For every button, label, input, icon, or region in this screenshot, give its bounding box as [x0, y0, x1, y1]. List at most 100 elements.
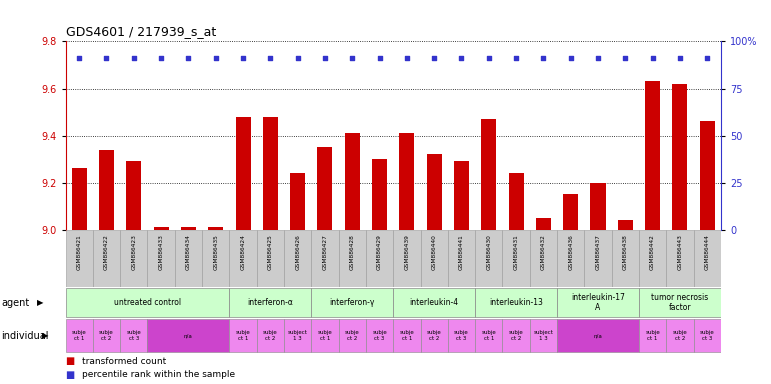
Text: GSM886439: GSM886439 — [404, 234, 409, 270]
Text: tumor necrosis
factor: tumor necrosis factor — [651, 293, 709, 312]
Text: subje
ct 3: subje ct 3 — [126, 330, 141, 341]
Text: GSM886424: GSM886424 — [241, 234, 245, 270]
Point — [291, 55, 304, 61]
Text: untreated control: untreated control — [114, 298, 181, 307]
Text: GSM886440: GSM886440 — [432, 234, 436, 270]
Text: GSM886432: GSM886432 — [541, 234, 546, 270]
Point — [73, 55, 86, 61]
Bar — [311, 288, 393, 317]
Bar — [639, 319, 666, 352]
Bar — [208, 227, 224, 230]
Text: individual: individual — [2, 331, 49, 341]
Point — [701, 55, 713, 61]
Bar — [475, 288, 557, 317]
Point — [264, 55, 277, 61]
Text: GSM886433: GSM886433 — [159, 234, 163, 270]
Bar — [230, 319, 257, 352]
Bar — [618, 220, 633, 230]
Text: GSM886421: GSM886421 — [76, 234, 82, 270]
Bar — [372, 159, 387, 230]
Point — [537, 55, 550, 61]
Bar — [66, 319, 93, 352]
Bar — [639, 288, 721, 317]
Point — [346, 55, 359, 61]
Text: GSM886443: GSM886443 — [678, 234, 682, 270]
Point — [373, 55, 386, 61]
Bar — [509, 173, 524, 230]
Text: GSM886429: GSM886429 — [377, 234, 382, 270]
Text: percentile rank within the sample: percentile rank within the sample — [82, 371, 236, 379]
Text: subje
ct 1: subje ct 1 — [318, 330, 332, 341]
Bar — [230, 230, 257, 287]
Bar — [230, 288, 311, 317]
Bar — [93, 230, 120, 287]
Bar — [126, 161, 141, 230]
Text: subje
ct 1: subje ct 1 — [399, 330, 414, 341]
Bar — [694, 230, 721, 287]
Text: GSM886441: GSM886441 — [459, 234, 464, 270]
Bar — [557, 230, 584, 287]
Bar — [147, 319, 230, 352]
Bar — [311, 230, 338, 287]
Text: GSM886435: GSM886435 — [214, 234, 218, 270]
Text: interferon-α: interferon-α — [247, 298, 293, 307]
Text: subje
ct 2: subje ct 2 — [263, 330, 278, 341]
Bar — [666, 319, 694, 352]
Bar — [72, 169, 86, 230]
Bar — [93, 319, 120, 352]
Point — [182, 55, 194, 61]
Text: subje
ct 1: subje ct 1 — [645, 330, 660, 341]
Text: ▶: ▶ — [42, 331, 49, 340]
Text: GDS4601 / 217939_s_at: GDS4601 / 217939_s_at — [66, 25, 216, 38]
Bar — [563, 194, 578, 230]
Bar — [448, 230, 475, 287]
Text: GSM886422: GSM886422 — [104, 234, 109, 270]
Text: transformed count: transformed count — [82, 357, 167, 366]
Text: interleukin-4: interleukin-4 — [409, 298, 459, 307]
Bar — [175, 230, 202, 287]
Bar — [147, 230, 175, 287]
Bar — [645, 81, 660, 230]
Text: GSM886425: GSM886425 — [268, 234, 273, 270]
Text: subje
ct 2: subje ct 2 — [345, 330, 359, 341]
Text: GSM886437: GSM886437 — [595, 234, 601, 270]
Text: interferon-γ: interferon-γ — [329, 298, 375, 307]
Bar — [426, 154, 442, 230]
Text: subje
ct 1: subje ct 1 — [481, 330, 497, 341]
Point — [592, 55, 604, 61]
Bar — [366, 230, 393, 287]
Bar — [345, 133, 360, 230]
Bar — [257, 319, 284, 352]
Text: agent: agent — [2, 298, 30, 308]
Point — [428, 55, 440, 61]
Bar — [153, 227, 169, 230]
Bar — [530, 230, 557, 287]
Text: GSM886428: GSM886428 — [350, 234, 355, 270]
Bar — [639, 230, 666, 287]
Bar — [311, 319, 338, 352]
Bar — [399, 133, 414, 230]
Text: GSM886442: GSM886442 — [650, 234, 655, 270]
Text: GSM886426: GSM886426 — [295, 234, 300, 270]
Text: subje
ct 1: subje ct 1 — [72, 330, 86, 341]
Bar — [672, 84, 688, 230]
Text: GSM886438: GSM886438 — [623, 234, 628, 270]
Bar — [481, 119, 497, 230]
Text: GSM886436: GSM886436 — [568, 234, 573, 270]
Bar — [66, 288, 230, 317]
Text: subje
ct 3: subje ct 3 — [454, 330, 469, 341]
Point — [210, 55, 222, 61]
Text: subject
1 3: subject 1 3 — [288, 330, 308, 341]
Text: subje
ct 2: subje ct 2 — [99, 330, 114, 341]
Text: subje
ct 2: subje ct 2 — [509, 330, 524, 341]
Bar — [338, 319, 366, 352]
Bar — [475, 230, 503, 287]
Bar — [120, 230, 147, 287]
Bar — [700, 121, 715, 230]
Point — [100, 55, 113, 61]
Bar — [694, 319, 721, 352]
Bar — [530, 319, 557, 352]
Text: n/a: n/a — [594, 333, 602, 338]
Point — [674, 55, 686, 61]
Bar — [318, 147, 332, 230]
